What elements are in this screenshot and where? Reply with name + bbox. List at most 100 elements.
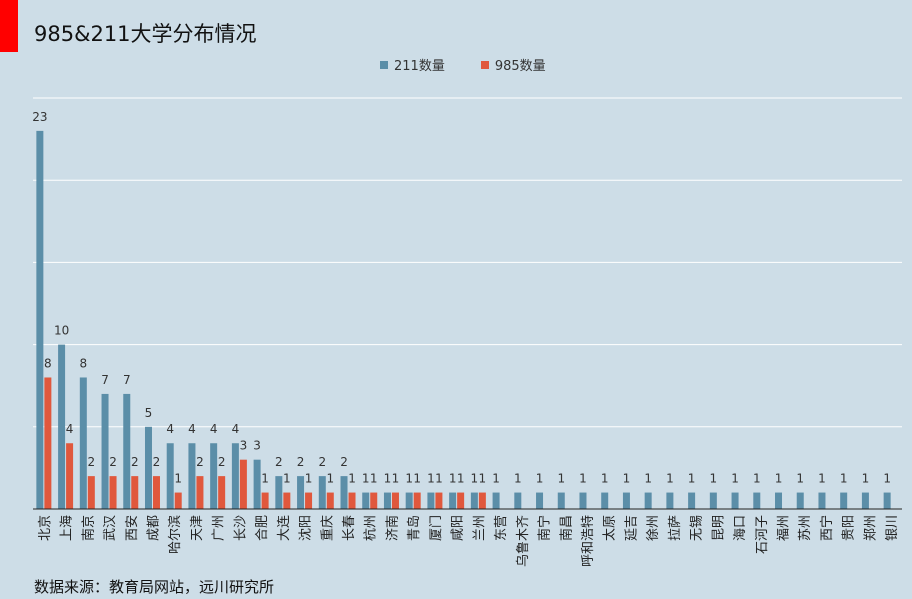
data-label-211: 1: [644, 472, 652, 486]
bar-985: [413, 492, 421, 509]
category-label: 天津: [190, 515, 205, 541]
legend-swatch-211: [380, 60, 388, 69]
category-label: 东营: [494, 515, 509, 541]
source-note: 数据来源：教育局网站，远川研究所: [34, 578, 275, 596]
category-label: 合肥: [255, 515, 270, 541]
bar-211: [492, 492, 500, 509]
category-label: 厦门: [429, 515, 444, 541]
data-label-985: 1: [305, 472, 313, 486]
category-label: 拉萨: [668, 515, 683, 541]
data-label-211: 1: [492, 472, 500, 486]
data-label-211: 4: [166, 422, 174, 436]
bar-211: [231, 443, 239, 509]
legend-label-985: 985数量: [494, 59, 546, 74]
category-label: 重庆: [319, 515, 335, 541]
data-label-985: 1: [457, 472, 465, 486]
legend-item-211: 211数量: [380, 55, 445, 74]
chart-title: 985&211大学分布情况: [34, 22, 257, 46]
bar-985: [457, 492, 465, 509]
bar-211: [557, 492, 565, 509]
bar-985: [370, 492, 378, 509]
bar-985: [326, 492, 334, 509]
bar-211: [383, 492, 391, 509]
data-label-211: 23: [32, 110, 47, 124]
bar-211: [188, 443, 196, 509]
data-label-211: 2: [340, 455, 348, 469]
category-label: 青岛: [406, 515, 422, 541]
bar-211: [775, 492, 783, 509]
data-label-211: 1: [557, 472, 565, 486]
category-label: 长沙: [233, 515, 248, 541]
bar-211: [709, 492, 717, 509]
data-label-211: 2: [318, 455, 326, 469]
data-label-985: 3: [240, 439, 248, 453]
data-label-985: 1: [283, 472, 291, 486]
category-label: 贵阳: [842, 515, 857, 541]
bar-211: [275, 476, 283, 509]
data-label-211: 4: [232, 422, 240, 436]
bar-211: [840, 492, 848, 509]
bar-211: [579, 492, 587, 509]
data-label-211: 1: [362, 472, 370, 486]
bar-211: [514, 492, 522, 509]
category-label: 福州: [777, 515, 792, 541]
data-label-211: 1: [796, 472, 804, 486]
legend-item-985: 985数量: [480, 55, 546, 74]
category-label: 徐州: [646, 515, 661, 541]
data-label-211: 1: [731, 472, 739, 486]
bar-211: [362, 492, 370, 509]
bar-211: [601, 492, 609, 509]
bar-211: [166, 443, 174, 509]
bar-211: [688, 492, 696, 509]
bar-211: [253, 459, 261, 509]
data-label-211: 1: [405, 472, 413, 486]
bar-985: [261, 492, 269, 509]
bar-985: [109, 476, 117, 509]
bar-985: [218, 476, 226, 509]
category-label: 西宁: [819, 515, 835, 541]
bar-211: [861, 492, 869, 509]
bar-211: [883, 492, 891, 509]
bar-211: [405, 492, 413, 509]
bar-985: [131, 476, 139, 509]
data-label-211: 1: [753, 472, 761, 486]
bar-211: [796, 492, 804, 509]
category-label: 延吉: [624, 515, 639, 541]
bar-985: [391, 492, 399, 509]
data-label-985: 2: [196, 455, 204, 469]
bar-985: [66, 443, 74, 509]
legend: 211数量 985数量: [380, 55, 546, 74]
data-label-211: 10: [54, 324, 69, 338]
data-label-985: 1: [261, 472, 269, 486]
data-label-211: 4: [210, 422, 218, 436]
category-label: 北京: [38, 515, 53, 541]
bar-211: [210, 443, 218, 509]
data-label-985: 1: [479, 472, 487, 486]
category-label: 乌鲁木齐: [515, 515, 531, 567]
category-label: 昆明: [711, 515, 726, 541]
category-label: 兰州: [472, 515, 487, 541]
data-label-211: 1: [601, 472, 609, 486]
category-label: 太原: [603, 515, 618, 541]
category-label: 济南: [384, 515, 400, 541]
data-label-211: 1: [471, 472, 479, 486]
bar-985: [239, 459, 247, 509]
bar-985: [196, 476, 204, 509]
bar-211: [622, 492, 630, 509]
bar-211: [449, 492, 457, 509]
category-label: 沈阳: [299, 515, 314, 541]
bar-985: [305, 492, 313, 509]
data-label-985: 4: [66, 422, 74, 436]
data-label-211: 1: [449, 472, 457, 486]
data-label-211: 1: [775, 472, 783, 486]
data-label-211: 1: [688, 472, 696, 486]
data-label-211: 1: [514, 472, 522, 486]
category-label: 无锡: [690, 515, 705, 541]
data-label-985: 2: [87, 455, 95, 469]
legend-label-211: 211数量: [394, 59, 445, 74]
bar-211: [340, 476, 348, 509]
bar-211: [101, 393, 109, 509]
category-label: 苏州: [797, 515, 813, 541]
category-label: 银川: [885, 515, 900, 541]
